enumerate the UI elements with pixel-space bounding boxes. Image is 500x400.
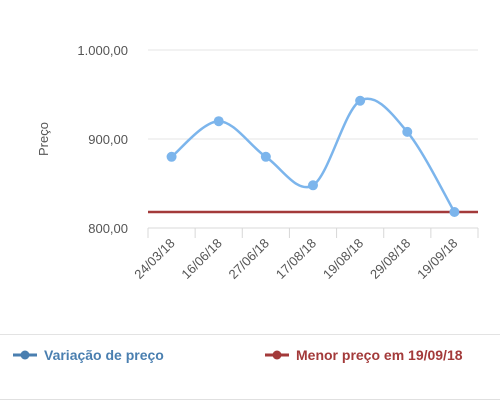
y-axis-ticks: 800,00 900,00 1.000,00: [77, 43, 128, 236]
price-point[interactable]: [402, 126, 413, 137]
x-tick-label: 16/06/18: [178, 236, 224, 282]
y-tick-label: 900,00: [88, 132, 128, 147]
price-chart: 800,00 900,00 1.000,00 Preço 24/03/18 16/06…: [36, 43, 479, 282]
legend-item-price-variation[interactable]: Variação de preço: [12, 347, 164, 363]
grid-lines: [148, 49, 478, 229]
price-variation-line: [170, 97, 456, 213]
x-tick-label: 29/08/18: [367, 236, 413, 282]
y-tick-label: 800,00: [88, 221, 128, 236]
x-tick-label: 24/03/18: [131, 236, 177, 282]
price-point[interactable]: [213, 116, 224, 127]
y-tick-label: 1.000,00: [77, 43, 128, 58]
price-point[interactable]: [260, 151, 271, 162]
line-marker-icon: [265, 350, 289, 360]
price-point[interactable]: [355, 95, 366, 106]
x-tick-label: 27/06/18: [226, 236, 272, 282]
x-tick-label: 17/08/18: [273, 236, 319, 282]
chart-legend: Variação de preço Menor preço em 19/09/1…: [0, 334, 500, 375]
legend-item-lowest-price[interactable]: Menor preço em 19/09/18: [264, 347, 463, 363]
y-axis-title: Preço: [36, 122, 51, 156]
x-axis: 24/03/18 16/06/18 27/06/18 17/08/18 19/08/18…: [131, 227, 479, 282]
x-tick-label: 19/08/18: [320, 236, 366, 282]
price-point[interactable]: [449, 206, 460, 217]
price-point[interactable]: [308, 180, 318, 191]
legend-label-price-variation: Variação de preço: [44, 347, 164, 363]
series-layer: [148, 95, 478, 217]
price-point[interactable]: [166, 151, 177, 162]
line-marker-icon: [13, 350, 37, 360]
x-tick-label: 19/09/18: [414, 236, 460, 282]
legend-label-lowest-price: Menor preço em 19/09/18: [296, 347, 463, 363]
